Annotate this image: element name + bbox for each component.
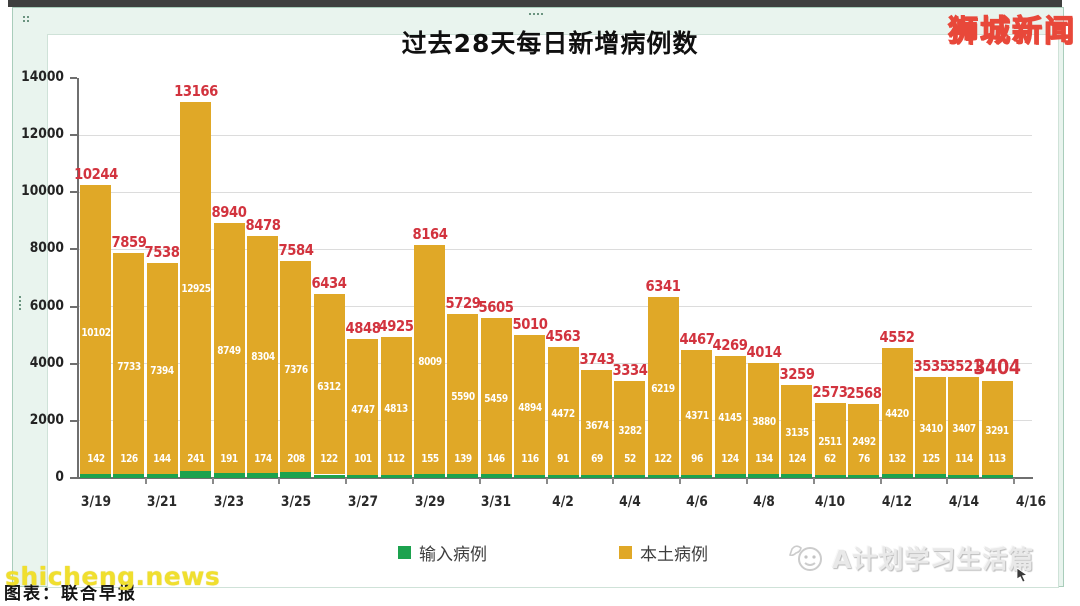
footer-logo-text: A计划学习生活篇	[832, 545, 1035, 574]
selection-handle-top-left[interactable]	[23, 16, 25, 18]
window-top-bar	[8, 0, 1062, 7]
selection-handle-top-center[interactable]	[529, 13, 531, 15]
a-plan-logo-icon	[788, 543, 826, 573]
image-selection-frame[interactable]	[12, 7, 1064, 588]
selection-handle-left-center[interactable]	[19, 296, 21, 298]
shicheng-watermark: shicheng.news	[5, 562, 221, 591]
chart-source-caption: 图表：联合早报	[4, 584, 137, 604]
resize-cursor-icon[interactable]	[1016, 567, 1032, 583]
footer-logo: A计划学习生活篇	[788, 540, 1034, 576]
site-logo: 狮城新闻	[947, 13, 1076, 49]
chart-image[interactable]	[47, 34, 1059, 588]
